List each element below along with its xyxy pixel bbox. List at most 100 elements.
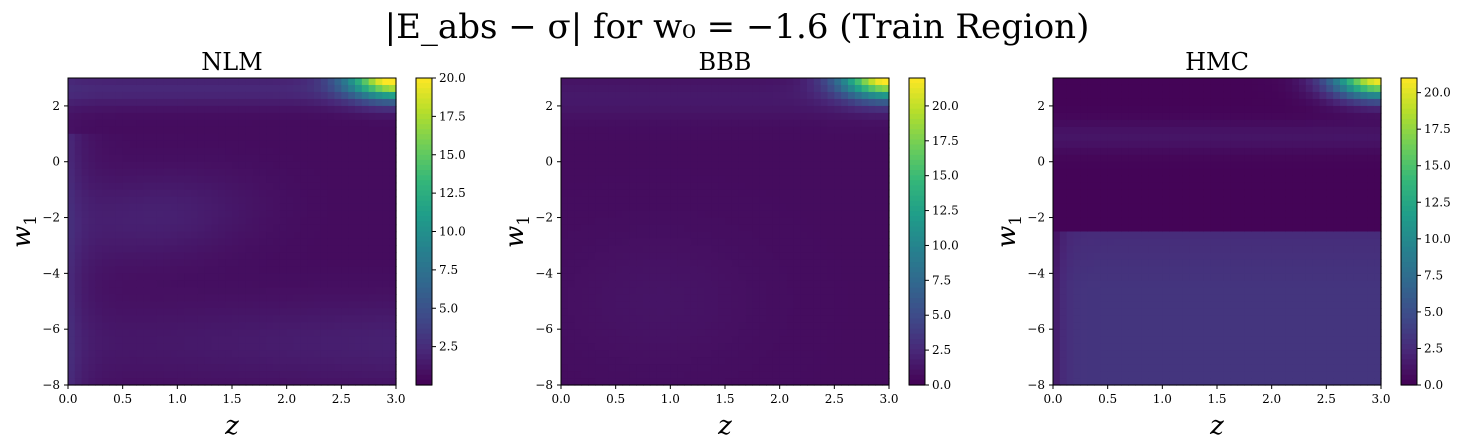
heatmap-cell: [389, 133, 397, 142]
heatmap-cell: [636, 126, 644, 135]
heatmap-cell: [561, 231, 569, 240]
heatmap-cell: [314, 112, 322, 121]
heatmap-cell: [129, 343, 137, 351]
heatmap-cell: [1121, 266, 1129, 274]
heatmap-cell: [68, 105, 76, 114]
colorbar-step: [416, 144, 432, 151]
heatmap-cell: [143, 189, 151, 198]
heatmap-cell: [1053, 78, 1061, 86]
heatmap-cell: [232, 154, 240, 163]
heatmap-cell: [1053, 287, 1061, 295]
heatmap-cell: [772, 336, 781, 344]
heatmap-cell: [574, 273, 583, 281]
heatmap-cell: [238, 147, 247, 156]
heatmap-cell: [738, 161, 747, 170]
heatmap-cell: [875, 140, 883, 149]
heatmap-cell: [184, 364, 192, 372]
heatmap-cell: [807, 133, 815, 142]
heatmap-cell: [738, 189, 747, 198]
heatmap-cell: [697, 182, 706, 191]
heatmap-cell: [102, 280, 110, 288]
heatmap-cell: [711, 147, 719, 156]
heatmap-cell: [1107, 203, 1116, 212]
heatmap-cell: [752, 175, 760, 184]
heatmap-cell: [684, 217, 692, 226]
heatmap-cell: [561, 308, 569, 316]
heatmap-cell: [848, 168, 856, 177]
heatmap-cell: [300, 259, 308, 267]
heatmap-cell: [266, 315, 274, 323]
heatmap-cell: [74, 238, 83, 247]
heatmap-cell: [786, 371, 794, 379]
heatmap-cell: [143, 196, 151, 205]
heatmap-cell: [88, 91, 96, 100]
heatmap-cell: [636, 308, 644, 316]
heatmap-cell: [581, 133, 589, 142]
heatmap-cell: [191, 210, 199, 219]
heatmap-cell: [834, 210, 842, 219]
heatmap-cell: [314, 168, 322, 177]
heatmap-cell: [602, 105, 610, 114]
heatmap-cell: [204, 315, 213, 323]
heatmap-cell: [622, 322, 630, 330]
heatmap-cell: [109, 371, 117, 379]
heatmap-cell: [882, 217, 890, 226]
heatmap-cell: [252, 196, 260, 205]
heatmap-cell: [259, 140, 267, 149]
colorbar-step: [909, 124, 925, 130]
heatmap-cell: [102, 378, 110, 386]
heatmap-cell: [779, 343, 788, 351]
heatmap-cell: [341, 147, 349, 156]
heatmap-cell: [629, 196, 637, 205]
heatmap-cell: [718, 301, 726, 309]
heatmap-cell: [68, 154, 76, 163]
heatmap-cell: [129, 252, 137, 261]
heatmap-cell: [102, 105, 110, 114]
heatmap-cell: [684, 112, 692, 121]
heatmap-cell: [827, 252, 835, 261]
heatmap-cell: [690, 322, 699, 330]
heatmap-cell: [725, 329, 733, 337]
heatmap-cell: [567, 98, 576, 107]
heatmap-cell: [163, 280, 172, 288]
heatmap-cell: [561, 217, 569, 226]
y-tick-label: 0: [52, 155, 60, 169]
heatmap-cell: [697, 189, 706, 198]
heatmap-cell: [279, 196, 288, 205]
heatmap-cell: [779, 350, 788, 358]
heatmap-cell: [690, 126, 699, 135]
heatmap-cell: [854, 371, 863, 379]
heatmap-cell: [211, 98, 219, 107]
heatmap-cell: [731, 84, 740, 93]
heatmap-cell: [567, 301, 576, 309]
heatmap-cell: [663, 133, 671, 142]
heatmap-cell: [375, 294, 383, 302]
heatmap-cell: [150, 301, 158, 309]
heatmap-cell: [848, 364, 856, 372]
heatmap-cell: [574, 91, 583, 100]
heatmap-cell: [279, 231, 288, 240]
heatmap-cell: [1094, 140, 1102, 149]
heatmap-cell: [793, 182, 801, 191]
heatmap-cell: [279, 259, 288, 267]
heatmap-cell: [1100, 245, 1109, 254]
heatmap-cell: [663, 343, 671, 351]
heatmap-cell: [341, 350, 349, 358]
heatmap-cell: [252, 329, 260, 337]
heatmap-cell: [772, 273, 781, 281]
heatmap-cell: [1073, 224, 1081, 233]
heatmap-cell: [827, 161, 835, 170]
colorbar-step: [909, 359, 925, 366]
heatmap-cell: [813, 126, 822, 135]
heatmap-cell: [656, 210, 665, 219]
heatmap-cell: [649, 231, 658, 240]
heatmap-cell: [759, 133, 767, 142]
heatmap-cell: [615, 84, 624, 93]
heatmap-cell: [786, 203, 794, 212]
heatmap-cell: [725, 182, 733, 191]
heatmap-cell: [574, 217, 583, 226]
heatmap-cell: [725, 280, 733, 288]
heatmap-cell: [156, 280, 165, 288]
heatmap-cell: [588, 126, 596, 135]
heatmap-cell: [286, 371, 295, 379]
